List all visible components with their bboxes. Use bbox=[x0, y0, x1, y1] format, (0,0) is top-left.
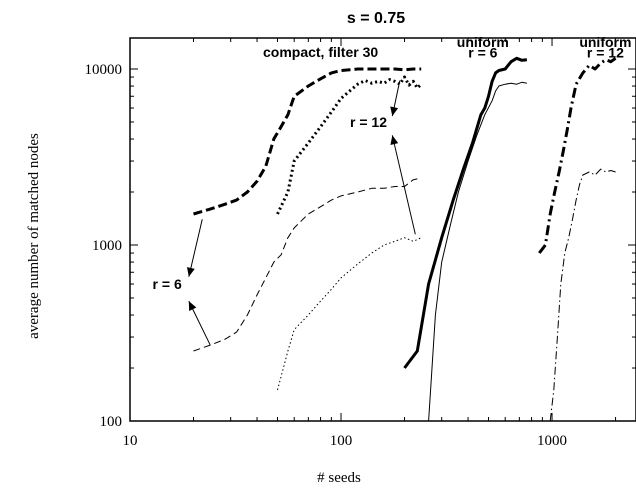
annotation-label: compact, filter 30 bbox=[263, 44, 378, 60]
arrow-head bbox=[186, 267, 195, 277]
series-line-dashdot-thin bbox=[549, 168, 616, 422]
y-axis-label: average number of matched nodes bbox=[26, 133, 42, 339]
series-line-dotted-thin bbox=[277, 237, 422, 391]
y-tick-label: 10000 bbox=[85, 62, 123, 78]
annotation-label: r = 12 bbox=[587, 45, 624, 61]
plot-frame bbox=[129, 37, 636, 422]
series-line-dashed-thin bbox=[193, 177, 422, 352]
arrow-head bbox=[390, 135, 399, 145]
arrow-head bbox=[390, 106, 399, 117]
series-line-dashed-thick bbox=[193, 67, 422, 216]
arrow-line bbox=[188, 219, 203, 277]
arrow-line bbox=[391, 135, 416, 235]
annotation-label: r = 6 bbox=[468, 45, 497, 61]
series-layer bbox=[193, 56, 617, 422]
x-tick-label: 100 bbox=[330, 433, 353, 449]
series-line-dashdot-thick bbox=[538, 57, 617, 254]
arrow-layer bbox=[186, 80, 416, 346]
series-line-dotted-thick bbox=[276, 75, 423, 215]
annotation-label: r = 12 bbox=[350, 114, 387, 130]
arrow-head bbox=[188, 301, 197, 311]
x-axis-label: # seeds bbox=[317, 470, 361, 486]
chart-title: s = 0.75 bbox=[347, 10, 405, 27]
series-line-solid-thin bbox=[428, 81, 527, 422]
y-tick-label: 100 bbox=[100, 414, 123, 430]
x-tick-label: 1000 bbox=[537, 433, 567, 449]
series-line-solid-thick bbox=[403, 56, 528, 369]
y-tick-label: 1000 bbox=[92, 238, 122, 254]
x-tick-label: 10 bbox=[123, 433, 138, 449]
annotation-label: r = 6 bbox=[153, 276, 182, 292]
